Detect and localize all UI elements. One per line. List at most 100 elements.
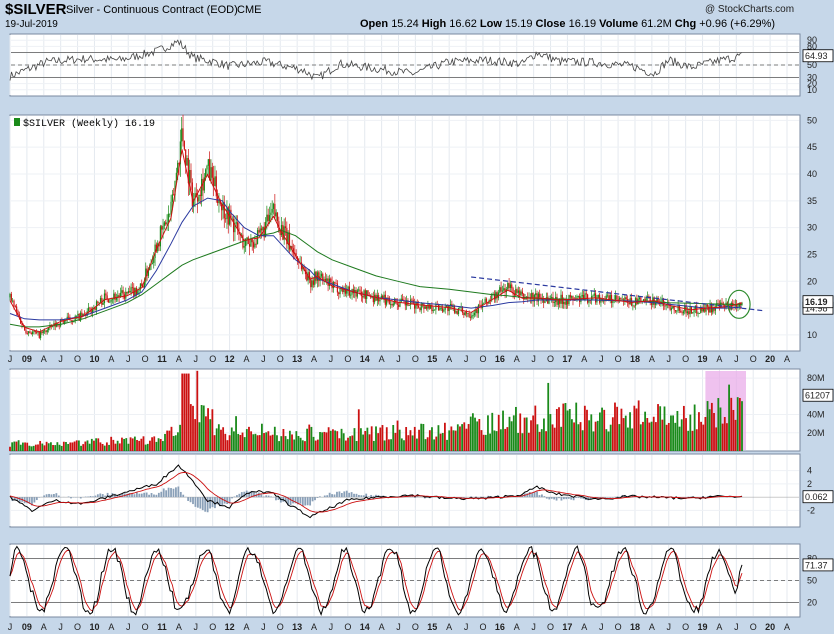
y-tick-label: 50 <box>807 115 817 125</box>
macd-histogram-bar <box>189 497 192 503</box>
volume-bar <box>465 428 468 451</box>
volume-bar <box>13 441 16 451</box>
volume-bar <box>88 443 91 451</box>
macd-histogram-bar <box>150 493 153 498</box>
candle-body <box>83 313 86 315</box>
x-tick-label: J <box>734 622 739 632</box>
volume-bar <box>75 440 78 451</box>
volume-bar <box>301 440 304 451</box>
candle-body <box>665 304 667 307</box>
candle-body <box>259 228 261 233</box>
volume-bar <box>609 424 612 451</box>
volume-bar <box>633 405 636 451</box>
volume-bar <box>187 373 190 451</box>
candle-body <box>664 305 666 307</box>
volume-bar <box>37 444 39 451</box>
macd-histogram-bar <box>250 490 253 498</box>
candle-body <box>51 326 54 328</box>
volume-bar <box>601 407 603 451</box>
volume-bar <box>11 442 14 451</box>
volume-bar <box>295 431 298 451</box>
y-tick-label: 20M <box>807 428 825 438</box>
candle-body <box>390 304 392 305</box>
quote-summary: Open 15.24 High 16.62 Low 15.19 Close 16… <box>360 18 775 30</box>
macd-histogram-bar <box>297 497 299 505</box>
candle-body <box>358 289 360 291</box>
macd-histogram-bar <box>260 494 263 498</box>
volume-bar <box>237 433 240 451</box>
candle-body <box>677 304 679 311</box>
macd-histogram-bar <box>140 493 143 498</box>
candle-body <box>741 302 743 305</box>
candle-body <box>419 307 421 311</box>
macd-histogram-bar <box>214 497 216 509</box>
volume-bar <box>381 425 384 451</box>
x-tick-label: 17 <box>562 622 572 632</box>
volume-bar <box>741 401 743 451</box>
contract-description: Silver - Continuous Contract (EOD) <box>66 4 238 16</box>
volume-bar <box>62 441 65 451</box>
volume-bar <box>73 441 76 451</box>
breakout-circle-annotation <box>727 289 751 319</box>
volume-bar <box>437 425 440 451</box>
volume-bar <box>579 422 582 451</box>
candle-body <box>221 204 223 211</box>
volume-bar <box>566 410 569 451</box>
candle-body <box>452 305 454 307</box>
x-tick-label: 09 <box>22 354 32 364</box>
candle-body <box>179 141 181 165</box>
x-tick-label: A <box>716 622 722 632</box>
candle-body <box>618 297 621 300</box>
candle-body <box>387 297 389 299</box>
macd-histogram-bar <box>289 497 292 506</box>
rsi-line <box>9 39 743 81</box>
candle-body <box>736 304 738 307</box>
resistance-trendline <box>471 276 765 312</box>
stochastic-k-line <box>9 545 743 616</box>
candle-body <box>14 306 16 307</box>
candle-body <box>330 278 332 283</box>
macd-histogram-bar <box>248 491 251 498</box>
x-tick-label: J <box>194 622 199 632</box>
candle-body <box>456 311 458 315</box>
candle-body <box>129 290 131 293</box>
candle-body <box>328 278 331 286</box>
candle-body <box>583 295 585 300</box>
volume-bar <box>611 417 614 451</box>
candle-body <box>499 287 501 293</box>
volume-bar <box>368 434 371 451</box>
candle-body <box>292 248 295 253</box>
candle-body <box>537 293 539 302</box>
macd-histogram-bar <box>265 495 268 498</box>
candle-body <box>517 290 520 293</box>
candle-body <box>459 307 461 309</box>
volume-bar <box>616 406 619 451</box>
volume-bar <box>347 437 349 451</box>
x-tick-label: 11 <box>157 354 167 364</box>
x-tick-label: O <box>412 622 419 632</box>
volume-bar <box>551 424 554 451</box>
volume-bar <box>710 402 713 451</box>
candle-body <box>246 237 248 240</box>
candle-body <box>198 194 200 202</box>
macd-histogram-bar <box>672 497 675 500</box>
volume-bar <box>194 419 197 451</box>
x-tick-label: J <box>329 622 334 632</box>
open-value: 15.24 <box>391 18 419 30</box>
volume-bar <box>265 432 268 451</box>
candle-body <box>628 302 630 305</box>
candle-body <box>193 198 195 207</box>
candle-body <box>263 226 265 238</box>
macd-histogram-bar <box>204 497 207 512</box>
volume-label: Volume <box>599 18 639 30</box>
x-tick-label: A <box>514 622 520 632</box>
macd-histogram-bar <box>401 495 404 498</box>
x-tick-label: J <box>8 354 13 364</box>
candle-body <box>17 310 19 315</box>
candle-body <box>99 298 102 303</box>
candle-body <box>42 330 44 333</box>
volume-bar <box>179 424 181 451</box>
volume-bar <box>543 418 545 451</box>
volume-bar <box>293 439 296 451</box>
x-tick-label: A <box>649 354 655 364</box>
